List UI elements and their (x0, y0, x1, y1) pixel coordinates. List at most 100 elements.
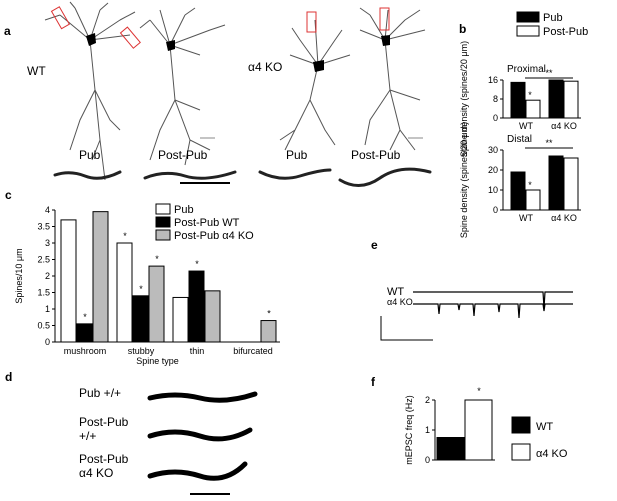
c-annotation: * (139, 284, 143, 294)
c-y-tick-label: 3.5 (37, 222, 50, 232)
dendrite-wt-postpub (143, 170, 237, 180)
c-y-tick-label: 0 (45, 337, 50, 347)
e-scale-bar (380, 316, 433, 341)
c-x-tick-label: stubby (128, 346, 155, 356)
dendrite-ko-postpub (338, 167, 432, 187)
b-y-tick-label: 0 (493, 205, 498, 215)
b-bar (548, 79, 564, 119)
c-x-tick-label: thin (190, 346, 205, 356)
roi-box-2 (119, 26, 141, 49)
c-y-tick-label: 1 (45, 304, 50, 314)
d-dendrite-2 (147, 427, 253, 442)
b-ylabel: Spine density (spines/20 μm) (459, 41, 469, 157)
b-x-tick-label: α4 KO (551, 213, 577, 223)
f-y-tick-label: 2 (425, 395, 430, 405)
legend-swatch-c (155, 229, 171, 241)
b-bar (548, 155, 564, 211)
c-y-tick-label: 2.5 (37, 255, 50, 265)
b-y-tick-label: 0 (493, 113, 498, 123)
b-y-tick-label: 16 (488, 75, 498, 85)
d-row2-line2: +/+ (79, 429, 97, 443)
c-annotation: * (155, 254, 159, 264)
c-y-tick-label: 0.5 (37, 321, 50, 331)
e-traces (380, 291, 573, 341)
legend-label-c: Post-Pub WT (174, 217, 240, 229)
f-ylabel: mEPSC freq (Hz) (404, 395, 414, 465)
legend-swatch-f (511, 416, 531, 434)
b-y-tick-label: 20 (488, 165, 498, 175)
panel-letter-c: c (5, 188, 12, 202)
d-row1-label: Pub +/+ (79, 386, 122, 400)
ko-pub-label: Pub (286, 148, 308, 162)
f-annotation: * (477, 386, 481, 396)
c-bar (60, 219, 77, 343)
soma-wt-pub (86, 33, 96, 46)
b-bar (525, 189, 541, 211)
legend-swatch-c (155, 216, 171, 228)
dendrite-ko-pub (258, 168, 332, 180)
f-y-tick-label: 1 (425, 425, 430, 435)
c-y-tick-label: 3 (45, 238, 50, 248)
legend-label-f: α4 KO (536, 448, 568, 460)
b-title: Distal (507, 134, 532, 145)
c-x-tick-label: mushroom (64, 346, 107, 356)
c-bar (132, 295, 149, 343)
legend-label-b: Pub (543, 12, 563, 24)
legend-label-c: Post-Pub α4 KO (174, 230, 254, 242)
c-y-tick-label: 1.5 (37, 288, 50, 298)
b-x-tick-label: WT (519, 121, 533, 131)
b-annotation: * (528, 180, 532, 190)
trace-wt (413, 291, 573, 309)
c-bar (260, 320, 277, 343)
c-y-tick-label: 2 (45, 271, 50, 281)
c-xlabel: Spine type (136, 356, 179, 366)
panel-letter-b: b (459, 22, 467, 36)
legend-swatch-b (516, 11, 540, 23)
neuron-tracings (44, 1, 432, 187)
b-annotation: ** (545, 68, 553, 78)
panel-letter-e: e (371, 238, 378, 252)
roi-box-4 (379, 7, 390, 31)
wt-postpub-label: Post-Pub (158, 148, 208, 162)
legend-label-b: Post-Pub (543, 26, 588, 38)
ko-label: α4 KO (248, 60, 283, 74)
d-dendrite-3 (147, 461, 248, 481)
legend-label-c: Pub (174, 204, 194, 216)
e-ko-label: α4 KO (387, 297, 413, 307)
c-bar (116, 242, 133, 343)
roi-box-3 (306, 11, 317, 33)
b-bar (563, 80, 579, 119)
b-annotation: ** (545, 138, 553, 148)
b-y-tick-label: 10 (488, 185, 498, 195)
f-bar (464, 399, 493, 461)
chart-f: 0 1 2 mEPSC freq (Hz) * WT α4 KO (404, 386, 568, 465)
legend-swatch-c (155, 203, 171, 215)
legend-swatch-f (511, 443, 531, 461)
c-annotation: * (267, 309, 271, 319)
d-row2-line1: Post-Pub (79, 415, 129, 429)
b-x-tick-label: WT (519, 213, 533, 223)
b-title: Proximal (507, 64, 546, 75)
b-ylabel: Spine density (spines/20 μm) (459, 122, 469, 238)
panel-letter-d: d (5, 370, 13, 384)
soma-wt-postpub (166, 40, 175, 51)
b-bar (510, 171, 526, 211)
wt-pub-label: Pub (79, 148, 101, 162)
panel-letter-f: f (371, 375, 375, 389)
chart-b: Pub Post-Pub Proximal 0 8 16 Spine density (sp… (459, 11, 588, 238)
b-bar (563, 157, 579, 211)
b-annotation: * (528, 90, 532, 100)
soma-ko-pub (313, 60, 324, 72)
c-bar (148, 265, 165, 343)
c-bar (188, 270, 205, 343)
b-y-tick-label: 30 (488, 145, 498, 155)
legend-label-f: WT (536, 421, 553, 433)
c-y-tick-label: 4 (45, 205, 50, 215)
dendrite-wt-pub (53, 170, 122, 180)
c-annotation: * (83, 312, 87, 322)
panel-letter-a: a (4, 24, 11, 38)
c-bar (76, 323, 93, 343)
f-y-tick-label: 0 (425, 455, 430, 465)
ko-postpub-label: Post-Pub (351, 148, 401, 162)
f-bar (436, 437, 465, 461)
